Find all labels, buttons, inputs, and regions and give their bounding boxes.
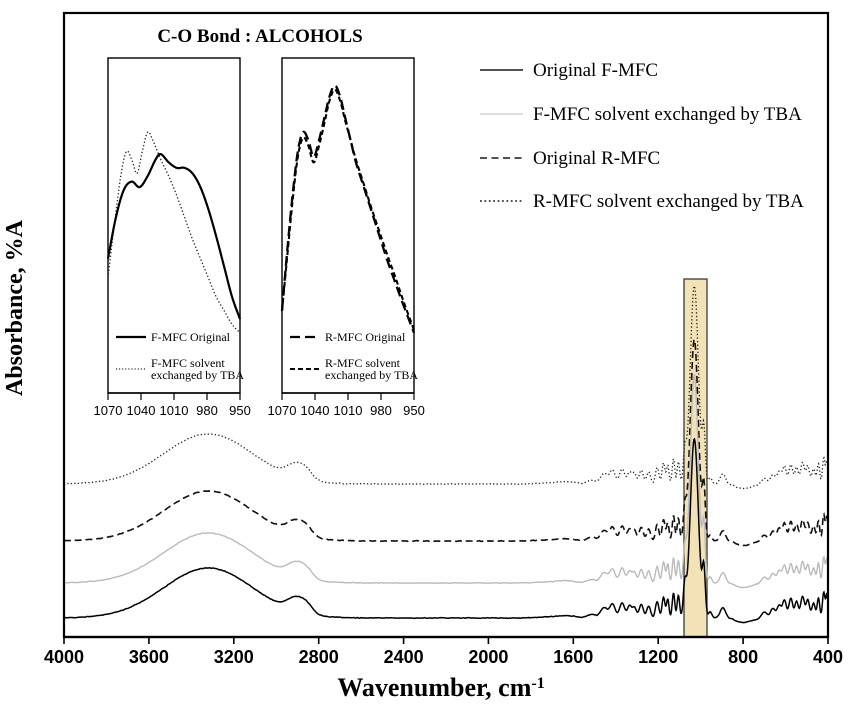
svg-text:2400: 2400 <box>384 647 424 667</box>
svg-text:exchanged by TBA: exchanged by TBA <box>151 368 244 382</box>
svg-text:Wavenumber, cm-1: Wavenumber, cm-1 <box>337 673 544 702</box>
svg-text:exchanged by TBA: exchanged by TBA <box>325 368 418 382</box>
svg-text:Original R-MFC: Original R-MFC <box>533 148 660 169</box>
svg-text:3600: 3600 <box>129 647 169 667</box>
svg-text:980: 980 <box>370 403 392 418</box>
svg-text:1070: 1070 <box>268 403 297 418</box>
svg-text:1010: 1010 <box>160 403 189 418</box>
svg-text:F-MFC Original: F-MFC Original <box>151 330 231 344</box>
svg-text:1200: 1200 <box>638 647 678 667</box>
svg-text:980: 980 <box>196 403 218 418</box>
svg-text:Original F-MFC: Original F-MFC <box>533 60 658 81</box>
svg-text:400: 400 <box>813 647 843 667</box>
svg-text:F-MFC solvent exchanged by TBA: F-MFC solvent exchanged by TBA <box>533 104 802 125</box>
svg-text:950: 950 <box>403 403 425 418</box>
svg-text:C-O Bond : ALCOHOLS: C-O Bond : ALCOHOLS <box>157 26 362 47</box>
svg-text:4000: 4000 <box>44 647 84 667</box>
svg-text:R-MFC Original: R-MFC Original <box>325 330 406 344</box>
svg-text:3200: 3200 <box>214 647 254 667</box>
svg-text:2800: 2800 <box>299 647 339 667</box>
svg-text:1040: 1040 <box>301 403 330 418</box>
svg-text:Absorbance, %A: Absorbance, %A <box>2 219 28 396</box>
svg-text:1070: 1070 <box>94 403 123 418</box>
svg-text:1600: 1600 <box>553 647 593 667</box>
svg-text:1040: 1040 <box>127 403 156 418</box>
svg-text:1010: 1010 <box>334 403 363 418</box>
svg-text:R-MFC solvent exchanged by TBA: R-MFC solvent exchanged by TBA <box>533 191 804 212</box>
svg-text:2000: 2000 <box>468 647 508 667</box>
svg-text:950: 950 <box>229 403 251 418</box>
svg-text:800: 800 <box>728 647 758 667</box>
